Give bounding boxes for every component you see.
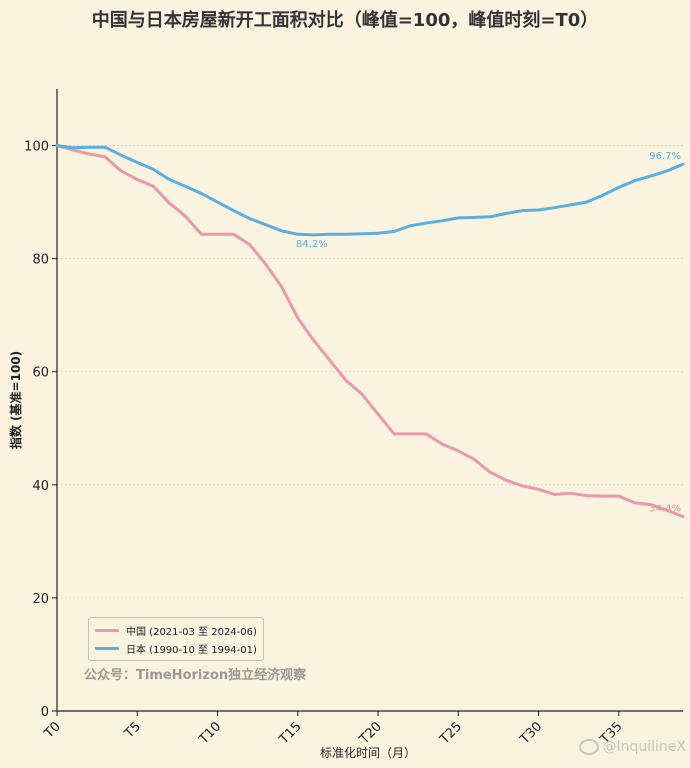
legend-swatch-china [95,628,119,632]
source-note: 公众号：TimeHorizon独立经济观察 [84,668,307,683]
y-axis-title: 指数 (基准=100) [8,351,23,449]
x-tick-label: T20 [356,719,385,748]
series-line-japan [55,144,685,237]
weibo-watermark: @InquilineX [579,739,686,755]
min-value-label-japan: 84.2% [296,239,328,250]
legend-label-japan: 日本 (1990-10 至 1994-01) [126,644,257,656]
y-tick-label: 0 [41,705,49,720]
legend-item-china: 中国 (2021-03 至 2024-06) [95,621,257,639]
series-line-china [55,144,685,518]
legend: 中国 (2021-03 至 2024-06) 日本 (1990-10 至 199… [88,617,264,661]
x-tick-label: T10 [196,719,225,748]
end-value-label-china: 34.4% [649,503,681,514]
x-axis-title: 标准化时间（月） [320,746,416,760]
y-tick-label: 40 [32,479,49,494]
y-tick-label: 100 [24,140,49,155]
y-tick-label: 20 [32,592,49,607]
legend-item-japan: 日本 (1990-10 至 1994-01) [95,639,257,657]
legend-swatch-japan [95,646,119,650]
x-tick-label: T30 [517,719,546,748]
x-tick-label: T15 [276,719,305,748]
data-labels: 34.4% 96.7% 84.2% [296,151,681,514]
series-lines [55,144,685,518]
end-value-label-japan: 96.7% [649,151,681,162]
x-tick-label: T25 [436,719,465,748]
x-tick-label: T5 [121,719,144,742]
weibo-icon [579,739,600,755]
x-tick-label: T0 [41,719,64,742]
legend-label-china: 中国 (2021-03 至 2024-06) [126,626,257,638]
y-tick-label: 80 [32,253,49,268]
y-tick-label: 60 [32,366,49,381]
chart-title: 中国与日本房屋新开工面积对比（峰值=100，峰值时刻=T0） [91,10,599,31]
watermark-text: @InquilineX [602,739,686,755]
grid-lines [57,145,683,599]
